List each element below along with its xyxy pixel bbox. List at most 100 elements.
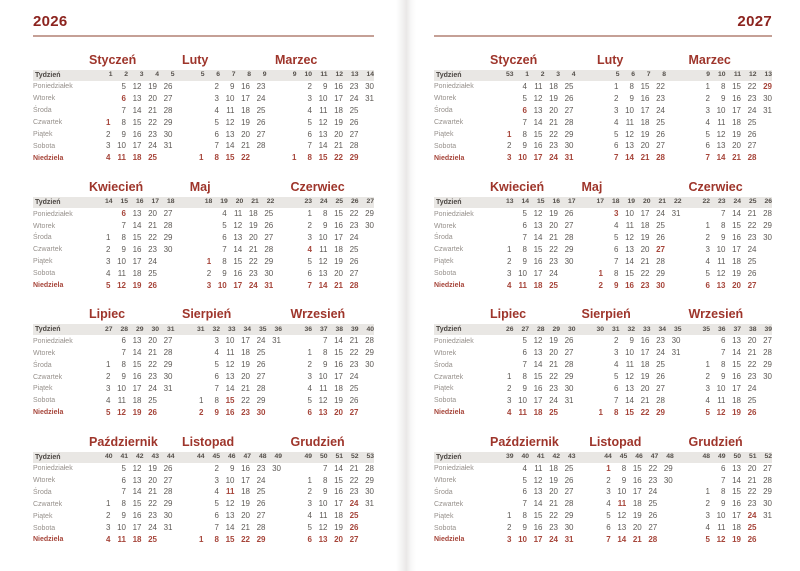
day-cell: 7 bbox=[214, 383, 219, 393]
weekday-label: Środa bbox=[434, 361, 453, 369]
day-cell: 28 bbox=[656, 395, 665, 405]
day-cell: 24 bbox=[148, 383, 157, 393]
weekday-label: Sobota bbox=[33, 142, 56, 150]
day-cell: 7 bbox=[307, 280, 312, 290]
week-header-row: Tydzień 26 27 28 29 30 30 31 32 33 34 35 35 36 37 38 39 bbox=[434, 324, 772, 336]
month-day-group: 4 11 18 25 bbox=[95, 269, 173, 278]
day-cell: 13 bbox=[132, 93, 142, 103]
month-day-group: 7 14 21 28 bbox=[496, 118, 574, 127]
month-week-group: 44 45 46 47 48 bbox=[596, 452, 674, 461]
month-day-group: 7 14 21 28 bbox=[496, 500, 574, 508]
day-cell: 2 bbox=[705, 499, 710, 509]
month-title: Luty bbox=[182, 53, 209, 67]
day-cell: 7 bbox=[121, 221, 126, 231]
day-cell bbox=[188, 107, 204, 115]
month-title-group: Grudzień bbox=[291, 435, 375, 449]
week-number-cell: 13 bbox=[764, 71, 772, 79]
week-number-cell: 31 bbox=[611, 325, 620, 333]
day-cell: 10 bbox=[518, 395, 527, 405]
month-day-group: 6 13 20 27 bbox=[188, 512, 281, 520]
day-cell bbox=[665, 234, 681, 242]
day-cell bbox=[359, 373, 375, 381]
month-day-group: 5 12 19 26 bbox=[188, 118, 266, 127]
month-day-group: 5 12 19 26 bbox=[95, 81, 173, 91]
month-day-group: 5 12 19 26 bbox=[695, 269, 773, 278]
day-cell: 8 bbox=[721, 221, 726, 231]
month-title-group: Luty bbox=[597, 53, 665, 67]
day-cell bbox=[266, 512, 282, 520]
day-cell: 29 bbox=[163, 360, 173, 370]
weekday-label: Środa bbox=[33, 107, 52, 115]
day-cell: 23 bbox=[549, 383, 558, 393]
day-cell: 21 bbox=[148, 348, 157, 358]
day-cell: 26 bbox=[656, 372, 665, 382]
month-day-group: 4 11 18 25 bbox=[496, 82, 574, 91]
week-number-cell: 30 bbox=[151, 325, 159, 333]
day-cell: 4 bbox=[705, 256, 710, 266]
week-number-cell: 48 bbox=[666, 452, 674, 460]
week-number-cell: 6 bbox=[216, 71, 220, 79]
day-cell: 19 bbox=[148, 81, 157, 91]
day-cell: 16 bbox=[241, 81, 250, 91]
day-cell bbox=[496, 361, 512, 369]
month-day-group: 4 11 18 25 bbox=[588, 361, 681, 369]
month-title: Listopad bbox=[589, 434, 642, 449]
day-cell bbox=[657, 500, 673, 508]
day-groups: 2 9 16 23 30 6 13 20 27 4 11 18 25 bbox=[496, 524, 772, 532]
day-cell: 9 bbox=[721, 499, 726, 509]
day-cell: 13 bbox=[132, 336, 142, 346]
weekday-row: Czwartek 1 8 15 22 29 5 12 19 26 3 10 17 24 31 bbox=[33, 498, 374, 510]
day-cell: 19 bbox=[241, 360, 250, 370]
month-title: Grudzień bbox=[290, 434, 345, 449]
day-cell: 3 bbox=[106, 141, 111, 151]
day-cell: 8 bbox=[522, 372, 527, 382]
day-cell: 4 bbox=[214, 348, 219, 358]
weekday-label: Piątek bbox=[33, 258, 53, 266]
month-week-group: 9 10 11 12 13 bbox=[695, 71, 772, 79]
day-cell: 11 bbox=[117, 395, 126, 405]
month-title: Sierpień bbox=[182, 307, 232, 322]
day-cell: 2 bbox=[614, 336, 619, 346]
weekday-row: Czwartek 2 9 16 23 30 7 14 21 28 4 11 18 25 bbox=[33, 244, 374, 256]
day-cell: 3 bbox=[614, 348, 619, 358]
day-cell bbox=[757, 282, 773, 290]
day-cell: 22 bbox=[148, 117, 157, 127]
day-cell: 25 bbox=[264, 209, 274, 219]
day-cell: 25 bbox=[148, 153, 157, 163]
day-cell: 21 bbox=[549, 499, 558, 509]
day-cell: 8 bbox=[323, 209, 328, 219]
month-day-group: 6 13 20 27 bbox=[695, 281, 773, 290]
month-title: Maj bbox=[189, 180, 211, 195]
week-number-cell: 48 bbox=[258, 452, 267, 460]
month-week-group: 14 15 16 17 18 bbox=[97, 199, 175, 206]
day-cell: 18 bbox=[732, 523, 741, 533]
day-cell: 3 bbox=[614, 105, 619, 115]
month-week-group: 1 2 3 4 5 bbox=[97, 71, 175, 79]
day-cell: 12 bbox=[533, 93, 543, 103]
week-number-cell: 14 bbox=[521, 198, 529, 206]
day-cell: 3 bbox=[606, 487, 611, 497]
week-number-cell: 21 bbox=[251, 198, 259, 206]
weekday-label: Niedziela bbox=[434, 282, 465, 290]
month-title-group: Wrzesień bbox=[291, 307, 375, 321]
day-cell: 30 bbox=[163, 511, 173, 521]
month-day-group: 3 10 17 24 31 bbox=[297, 500, 374, 508]
day-cell: 27 bbox=[763, 463, 772, 473]
day-groups: 5 12 19 26 3 10 17 24 31 7 14 21 28 bbox=[496, 210, 772, 218]
title-groups: Lipiec Sierpień Wrzesień bbox=[89, 307, 375, 322]
month-day-group: 1 8 15 22 29 bbox=[281, 154, 374, 162]
day-cell: 15 bbox=[132, 499, 142, 509]
day-cell: 6 bbox=[222, 232, 227, 242]
day-cell: 5 bbox=[705, 129, 710, 139]
day-cell: 21 bbox=[640, 395, 650, 405]
weekday-label: Sobota bbox=[434, 270, 457, 278]
day-cell: 27 bbox=[648, 523, 658, 533]
day-cell: 8 bbox=[522, 129, 527, 139]
month-day-group: 3 10 17 24 bbox=[95, 257, 173, 266]
day-cell: 11 bbox=[717, 395, 726, 405]
day-cell: 19 bbox=[334, 395, 343, 405]
day-cell bbox=[95, 222, 111, 230]
weekday-label: Wtorek bbox=[33, 95, 56, 103]
day-cell: 11 bbox=[226, 348, 235, 358]
day-cell bbox=[757, 154, 773, 162]
